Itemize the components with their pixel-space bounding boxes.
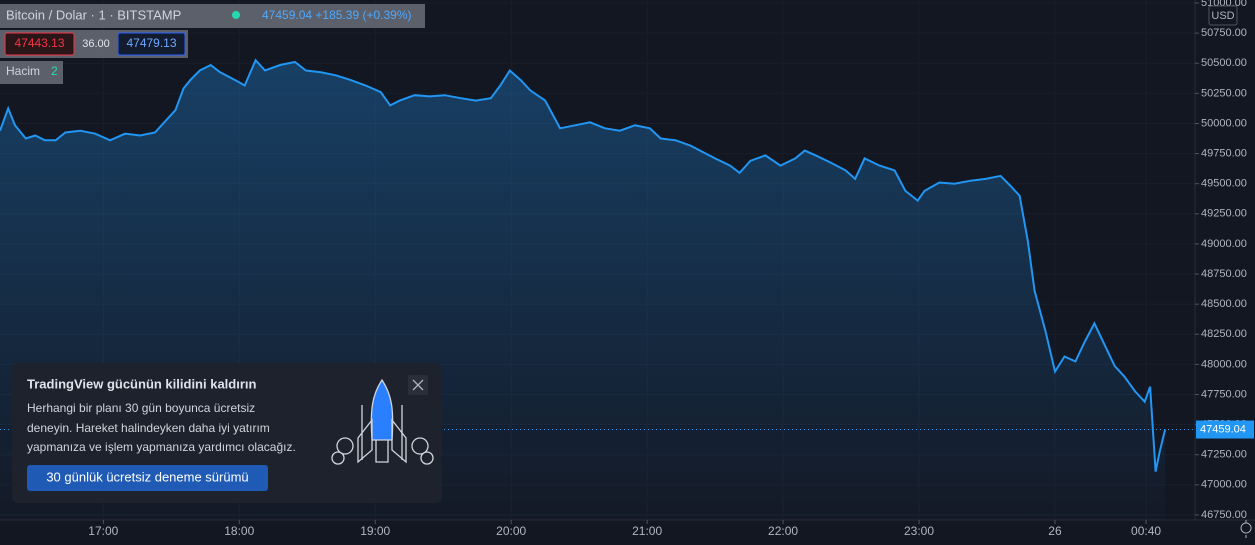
y-tick-label: 49000.00 — [1201, 238, 1247, 250]
y-tick-label: 47000.00 — [1201, 479, 1247, 491]
legend-bg — [0, 4, 425, 28]
y-tick-label: 46750.00 — [1201, 509, 1247, 521]
header-price: 47459.04 +185.39 (+0.39%) — [262, 8, 412, 22]
ask-box — [117, 32, 186, 56]
y-tick-label: 47250.00 — [1201, 449, 1247, 461]
bid: 47443.13 — [14, 36, 64, 50]
x-tick-label: 21:00 — [632, 524, 662, 538]
last-price-box — [1196, 420, 1254, 439]
y-tick-label: 50750.00 — [1201, 27, 1247, 39]
x-tick-label: 20:00 — [496, 524, 526, 538]
y-tick-label: 48500.00 — [1201, 298, 1247, 310]
symbol[interactable]: Bitcoin / Dolar · 1 · BITSTAMP — [6, 7, 181, 22]
y-tick-label: 48250.00 — [1201, 328, 1247, 340]
x-tick-label: 18:00 — [224, 524, 254, 538]
settings-icon[interactable] — [1240, 520, 1252, 538]
button-label: 30 günlük ücretsiz deneme sürümü — [46, 469, 248, 484]
x-tick-label: 23:00 — [904, 524, 934, 538]
popup-text: deneyin. Hareket halindeyken daha iyi ya… — [27, 421, 270, 435]
volume-value: 2 — [51, 64, 58, 78]
ask: 47479.13 — [126, 36, 176, 50]
currency: USD — [1211, 10, 1234, 22]
x-tick-label: 19:00 — [360, 524, 390, 538]
spread: 36.00 — [82, 38, 110, 50]
change-pct: (+0.39%) — [362, 8, 411, 22]
x-tick-label: 26 — [1048, 524, 1062, 538]
y-tick-label: 50250.00 — [1201, 87, 1247, 99]
popup-text: yapmanıza ve işlem yapmanıza yardımcı ol… — [27, 440, 296, 454]
change: +185.39 — [315, 8, 359, 22]
popup-text: Herhangi bir planı 30 gün boyunca ücrets… — [27, 401, 255, 415]
currency-box[interactable] — [1208, 5, 1238, 26]
y-tick-label: 50000.00 — [1201, 117, 1247, 129]
last-price-label: 47459.04 — [1200, 423, 1246, 435]
y-tick-label: 51000.00 — [1201, 0, 1247, 9]
price: 47459.04 — [262, 8, 312, 22]
status-dot — [232, 11, 240, 19]
price-line — [0, 58, 1167, 472]
y-tick-label: 48000.00 — [1201, 358, 1247, 370]
x-tick-label: 00:40 — [1131, 524, 1161, 538]
trial-button[interactable] — [27, 465, 268, 491]
y-tick-label: 50500.00 — [1201, 57, 1247, 69]
y-tick-label: 49750.00 — [1201, 147, 1247, 159]
volume-label[interactable]: Hacim — [6, 64, 40, 78]
x-tick-label: 17:00 — [88, 524, 118, 538]
volume-bg — [0, 61, 63, 84]
y-tick-label: 49500.00 — [1201, 178, 1247, 190]
y-tick-label: 49250.00 — [1201, 208, 1247, 220]
y-tick-label: 47750.00 — [1201, 388, 1247, 400]
close-icon — [412, 379, 424, 391]
x-tick-label: 22:00 — [768, 524, 798, 538]
rocket-icon — [331, 378, 434, 465]
y-tick-label: 48750.00 — [1201, 268, 1247, 280]
popup-title: TradingView gücünün kilidini kaldırın — [27, 376, 257, 391]
bid-box — [4, 32, 75, 56]
